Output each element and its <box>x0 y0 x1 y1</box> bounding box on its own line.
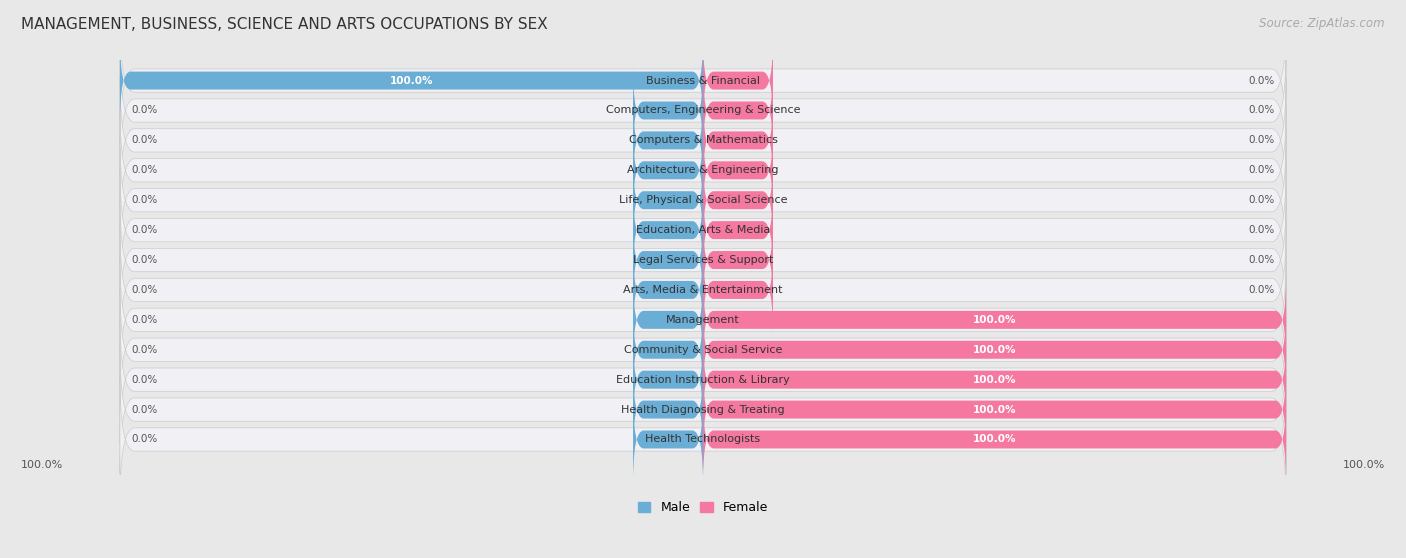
Text: 0.0%: 0.0% <box>1249 165 1274 175</box>
FancyBboxPatch shape <box>633 275 703 365</box>
FancyBboxPatch shape <box>120 347 1286 473</box>
FancyBboxPatch shape <box>120 47 1286 174</box>
FancyBboxPatch shape <box>633 126 703 215</box>
Text: 0.0%: 0.0% <box>1249 255 1274 265</box>
Text: 0.0%: 0.0% <box>132 136 157 146</box>
FancyBboxPatch shape <box>120 287 1286 413</box>
Text: Health Diagnosing & Treating: Health Diagnosing & Treating <box>621 405 785 415</box>
Text: 100.0%: 100.0% <box>973 435 1017 445</box>
Text: 100.0%: 100.0% <box>389 75 433 85</box>
FancyBboxPatch shape <box>703 275 1286 365</box>
FancyBboxPatch shape <box>120 137 1286 263</box>
Text: Computers & Mathematics: Computers & Mathematics <box>628 136 778 146</box>
FancyBboxPatch shape <box>703 215 773 305</box>
FancyBboxPatch shape <box>703 245 773 335</box>
FancyBboxPatch shape <box>633 185 703 275</box>
Text: 0.0%: 0.0% <box>1249 136 1274 146</box>
Text: 0.0%: 0.0% <box>132 225 157 235</box>
FancyBboxPatch shape <box>703 126 773 215</box>
Text: 100.0%: 100.0% <box>973 315 1017 325</box>
FancyBboxPatch shape <box>633 335 703 425</box>
FancyBboxPatch shape <box>703 95 773 185</box>
Text: Arts, Media & Entertainment: Arts, Media & Entertainment <box>623 285 783 295</box>
FancyBboxPatch shape <box>703 36 773 126</box>
FancyBboxPatch shape <box>120 197 1286 323</box>
Text: 0.0%: 0.0% <box>132 315 157 325</box>
FancyBboxPatch shape <box>703 66 773 155</box>
Text: 0.0%: 0.0% <box>132 374 157 384</box>
FancyBboxPatch shape <box>703 365 1286 454</box>
FancyBboxPatch shape <box>703 335 1286 425</box>
Text: Management: Management <box>666 315 740 325</box>
Text: 100.0%: 100.0% <box>21 460 63 470</box>
FancyBboxPatch shape <box>120 107 1286 233</box>
Text: 0.0%: 0.0% <box>1249 285 1274 295</box>
FancyBboxPatch shape <box>703 305 1286 395</box>
FancyBboxPatch shape <box>633 245 703 335</box>
Text: 0.0%: 0.0% <box>132 285 157 295</box>
Text: 0.0%: 0.0% <box>1249 195 1274 205</box>
Text: 0.0%: 0.0% <box>132 435 157 445</box>
FancyBboxPatch shape <box>633 66 703 155</box>
Text: Computers, Engineering & Science: Computers, Engineering & Science <box>606 105 800 116</box>
Text: 100.0%: 100.0% <box>1343 460 1385 470</box>
Text: Source: ZipAtlas.com: Source: ZipAtlas.com <box>1260 17 1385 30</box>
FancyBboxPatch shape <box>633 365 703 454</box>
Text: Legal Services & Support: Legal Services & Support <box>633 255 773 265</box>
FancyBboxPatch shape <box>703 395 1286 484</box>
Text: Education Instruction & Library: Education Instruction & Library <box>616 374 790 384</box>
FancyBboxPatch shape <box>120 377 1286 503</box>
Text: Life, Physical & Social Science: Life, Physical & Social Science <box>619 195 787 205</box>
Text: 0.0%: 0.0% <box>1249 225 1274 235</box>
Text: 0.0%: 0.0% <box>132 165 157 175</box>
Text: 100.0%: 100.0% <box>973 345 1017 355</box>
FancyBboxPatch shape <box>120 167 1286 293</box>
Text: 0.0%: 0.0% <box>132 255 157 265</box>
Text: 0.0%: 0.0% <box>1249 105 1274 116</box>
Text: 0.0%: 0.0% <box>132 195 157 205</box>
Text: 100.0%: 100.0% <box>973 405 1017 415</box>
FancyBboxPatch shape <box>120 36 703 126</box>
FancyBboxPatch shape <box>703 155 773 245</box>
FancyBboxPatch shape <box>633 155 703 245</box>
Text: 100.0%: 100.0% <box>973 374 1017 384</box>
FancyBboxPatch shape <box>120 17 1286 143</box>
FancyBboxPatch shape <box>633 215 703 305</box>
Text: Business & Financial: Business & Financial <box>645 75 761 85</box>
Text: Architecture & Engineering: Architecture & Engineering <box>627 165 779 175</box>
Text: Health Technologists: Health Technologists <box>645 435 761 445</box>
Text: MANAGEMENT, BUSINESS, SCIENCE AND ARTS OCCUPATIONS BY SEX: MANAGEMENT, BUSINESS, SCIENCE AND ARTS O… <box>21 17 548 32</box>
FancyBboxPatch shape <box>703 185 773 275</box>
Legend: Male, Female: Male, Female <box>633 496 773 519</box>
FancyBboxPatch shape <box>633 395 703 484</box>
Text: Community & Social Service: Community & Social Service <box>624 345 782 355</box>
FancyBboxPatch shape <box>633 95 703 185</box>
Text: 0.0%: 0.0% <box>1249 75 1274 85</box>
FancyBboxPatch shape <box>120 78 1286 204</box>
FancyBboxPatch shape <box>633 305 703 395</box>
Text: 0.0%: 0.0% <box>132 405 157 415</box>
FancyBboxPatch shape <box>120 316 1286 442</box>
FancyBboxPatch shape <box>120 227 1286 353</box>
Text: Education, Arts & Media: Education, Arts & Media <box>636 225 770 235</box>
FancyBboxPatch shape <box>120 257 1286 383</box>
Text: 0.0%: 0.0% <box>132 105 157 116</box>
Text: 0.0%: 0.0% <box>132 345 157 355</box>
